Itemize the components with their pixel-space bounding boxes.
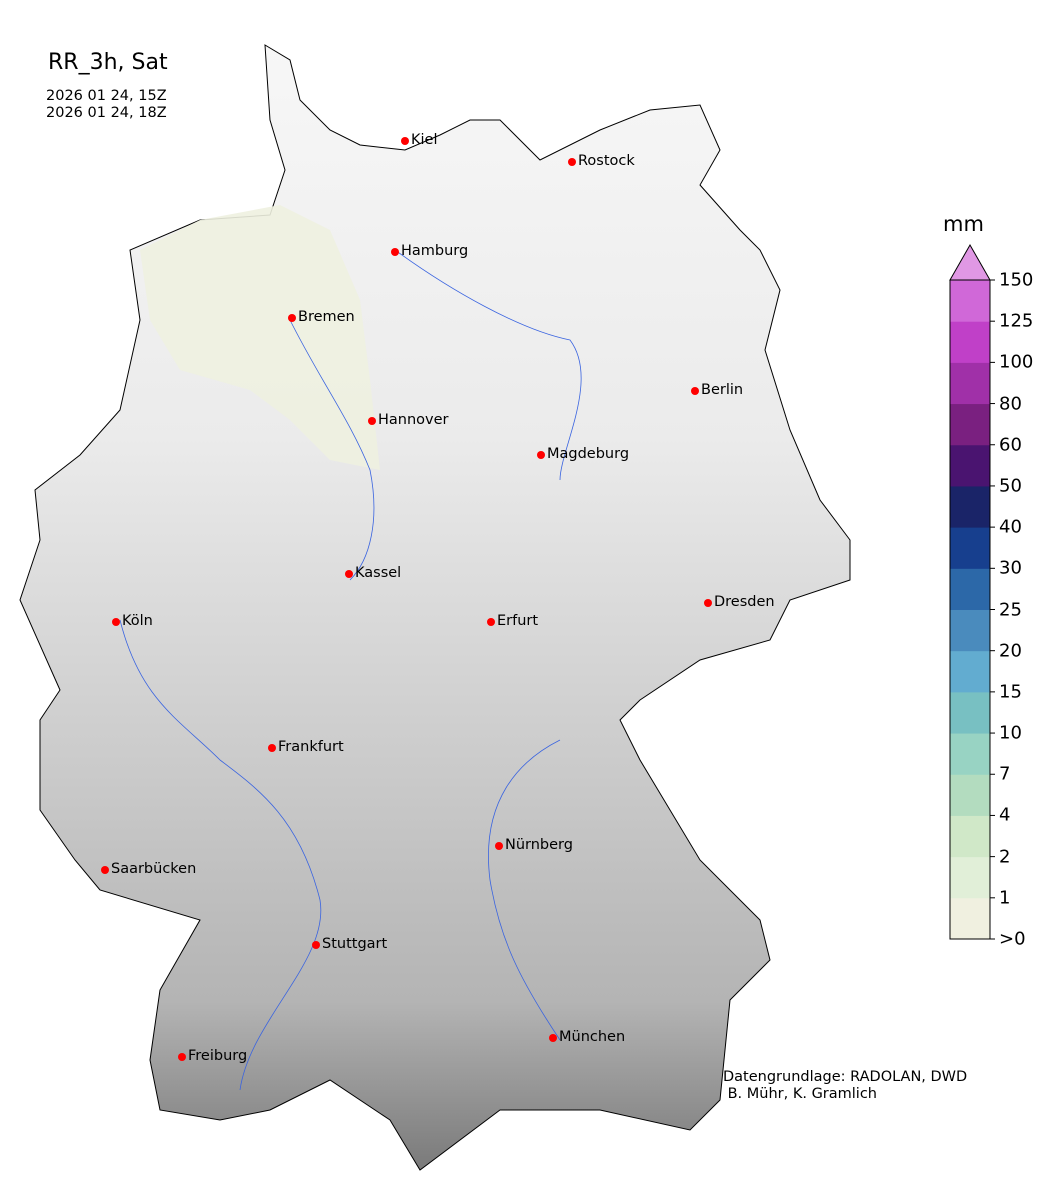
colorbar-tick-label: 60 — [999, 434, 1022, 456]
rivers — [119, 249, 582, 1091]
city-label: München — [559, 1029, 626, 1045]
city-label: Saarbücken — [111, 861, 197, 877]
colorbar-bin — [950, 444, 990, 487]
colorbar-tick-label: 125 — [999, 310, 1034, 332]
city-label: Kiel — [411, 132, 438, 148]
colorbar-bin — [950, 568, 990, 610]
colorbar-tick-label: 25 — [999, 599, 1022, 620]
colorbar-tick-label: 80 — [999, 393, 1022, 415]
city-label: Magdeburg — [547, 446, 630, 462]
city-dot — [549, 1034, 557, 1042]
colorbar-bin — [950, 650, 990, 693]
city-dot — [368, 417, 376, 425]
colorbar-tick-label: 20 — [999, 640, 1022, 662]
city-dot — [101, 866, 109, 874]
colorbar-tick-label: >0 — [999, 928, 1026, 950]
city-label: Kassel — [355, 565, 402, 581]
valid-to: 2026 01 24, 18Z — [46, 105, 167, 121]
colorbar-tick-label: 4 — [999, 804, 1011, 826]
colorbar-bin — [950, 362, 990, 405]
city-label: Rostock — [578, 153, 635, 169]
precipitation-area — [140, 205, 380, 470]
city-dot — [178, 1053, 186, 1061]
colorbar-tick-label: 50 — [999, 475, 1022, 497]
colorbar-bin — [950, 733, 990, 775]
colorbar-tick-label: 2 — [999, 846, 1011, 868]
colorbar-tick-label: 30 — [999, 557, 1022, 579]
city-dot — [112, 618, 120, 626]
city-dot — [345, 570, 353, 578]
map-title: RR_3h, Sat — [48, 50, 168, 75]
city-dot — [288, 314, 296, 322]
colorbar-extend — [949, 243, 991, 281]
colorbar-bin — [950, 609, 990, 652]
city-label: Köln — [122, 613, 153, 629]
colorbar-bin — [950, 897, 990, 940]
city-label: Freiburg — [188, 1048, 248, 1064]
colorbar-unit: mm — [943, 212, 984, 236]
city-dot — [401, 137, 409, 145]
city-label: Hamburg — [401, 243, 469, 259]
city-dot — [495, 842, 503, 850]
colorbar-bin — [950, 527, 990, 569]
city-dot — [487, 618, 495, 626]
colorbar-bin — [950, 321, 990, 363]
city-dot — [391, 248, 399, 256]
colorbar-tick-label: 15 — [999, 681, 1022, 703]
city-dot — [268, 744, 276, 752]
city-label: Berlin — [701, 382, 744, 398]
colorbar-bin — [950, 815, 990, 858]
colorbar-bin — [950, 485, 990, 528]
city-label: Dresden — [714, 594, 775, 610]
colorbar-bin — [950, 856, 990, 899]
city-dot — [691, 387, 699, 395]
colorbar-tick-label: 7 — [999, 763, 1011, 785]
city-dot — [568, 158, 576, 166]
colorbar-tick-label: 150 — [999, 269, 1034, 291]
city-dot — [537, 451, 545, 459]
city-dot — [312, 941, 320, 949]
colorbar-tick-label: 10 — [999, 722, 1022, 744]
city-label: Stuttgart — [322, 936, 388, 952]
colorbar-bin — [950, 280, 990, 322]
colorbar-tick-label: 100 — [999, 351, 1034, 373]
colorbar-bin — [950, 403, 990, 446]
colorbar — [949, 243, 995, 940]
colorbar-bin — [950, 691, 990, 734]
city-label: Bremen — [298, 309, 355, 325]
city-dot — [704, 599, 712, 607]
city-label: Erfurt — [497, 613, 539, 629]
colorbar-tick-label: 1 — [999, 887, 1011, 909]
data-credit: Datengrundlage: RADOLAN, DWD B. Mühr, K.… — [723, 1069, 968, 1102]
valid-from: 2026 01 24, 15Z — [46, 88, 167, 104]
city-label: Frankfurt — [278, 739, 344, 755]
city-label: Nürnberg — [505, 837, 573, 853]
city-label: Hannover — [378, 412, 449, 428]
colorbar-tick-label: 40 — [999, 516, 1022, 538]
colorbar-bin — [950, 774, 990, 816]
